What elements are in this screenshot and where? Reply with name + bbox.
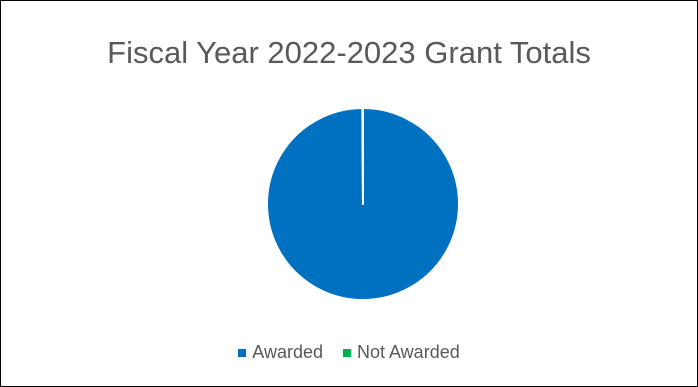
legend-item-not-awarded: Not Awarded <box>342 342 460 363</box>
legend-item-awarded: Awarded <box>238 342 323 363</box>
pie-slices <box>266 107 460 301</box>
legend-label-awarded: Awarded <box>252 342 323 362</box>
chart-title: Fiscal Year 2022-2023 Grant Totals <box>107 35 591 70</box>
pie-slice-not-awarded <box>361 107 364 205</box>
legend: Awarded Not Awarded <box>1 342 697 363</box>
legend-swatch-awarded <box>238 348 247 357</box>
legend-label-not-awarded: Not Awarded <box>356 342 460 362</box>
legend-swatch-not-awarded <box>342 348 351 357</box>
